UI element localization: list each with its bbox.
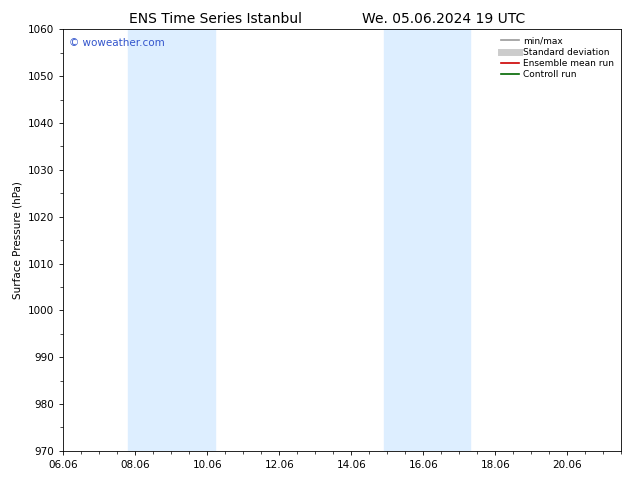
Bar [384,29,470,451]
Bar [128,29,214,451]
Legend: min/max, Standard deviation, Ensemble mean run, Controll run: min/max, Standard deviation, Ensemble me… [499,34,617,82]
Text: We. 05.06.2024 19 UTC: We. 05.06.2024 19 UTC [362,12,526,26]
Y-axis label: Surface Pressure (hPa): Surface Pressure (hPa) [13,181,23,299]
Text: © woweather.com: © woweather.com [69,38,165,48]
Text: ENS Time Series Istanbul: ENS Time Series Istanbul [129,12,302,26]
